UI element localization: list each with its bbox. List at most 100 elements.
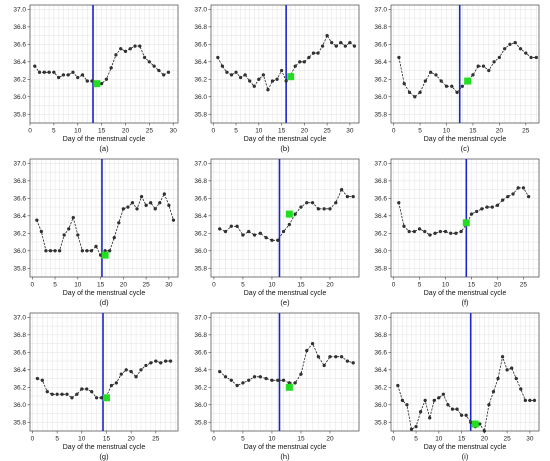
data-point xyxy=(397,201,401,205)
data-point xyxy=(310,341,315,346)
data-point xyxy=(322,363,326,368)
data-point xyxy=(243,73,247,77)
data-point xyxy=(90,390,94,394)
y-tick-label: 36.4 xyxy=(13,213,26,220)
chart-panel: 35.8 36.0 36.2 36.4 36.6 36.8 37.0 0 5 10 15 20 25 Da… xyxy=(374,4,540,153)
y-tick-label: 36.0 xyxy=(194,402,207,409)
data-point xyxy=(159,361,163,365)
data-point xyxy=(114,381,118,385)
data-point xyxy=(80,73,85,77)
data-point xyxy=(248,79,252,83)
data-point xyxy=(121,207,126,211)
x-tick-label: 5 xyxy=(52,128,56,135)
x-tick-label: 0 xyxy=(212,282,216,289)
data-point xyxy=(40,378,44,382)
data-point xyxy=(351,361,355,365)
x-tick-label: 20 xyxy=(120,282,128,289)
data-point xyxy=(434,73,438,77)
data-point xyxy=(524,51,528,55)
data-point xyxy=(400,398,405,403)
y-tick-label: 37.0 xyxy=(374,7,387,14)
panel-caption: (f) xyxy=(461,298,469,307)
data-point xyxy=(276,378,280,382)
x-axis-label: Day of the menstrual cycle xyxy=(63,444,146,451)
data-point xyxy=(119,47,123,51)
data-point xyxy=(50,392,54,396)
data-point xyxy=(330,40,334,45)
data-point xyxy=(396,383,400,388)
y-tick-label: 36.0 xyxy=(374,94,387,101)
data-point xyxy=(162,192,166,196)
data-point xyxy=(339,187,344,192)
x-tick-label: 0 xyxy=(392,128,396,135)
data-point xyxy=(76,75,80,80)
x-tick-label: 15 xyxy=(278,128,286,135)
data-point xyxy=(252,84,256,88)
data-point xyxy=(339,355,344,359)
data-point xyxy=(45,390,49,394)
data-point xyxy=(67,227,71,231)
data-point xyxy=(158,201,162,205)
y-tick-label: 36.6 xyxy=(194,350,207,357)
data-point xyxy=(417,227,422,231)
x-tick-label: 10 xyxy=(443,128,451,135)
y-tick-label: 36.0 xyxy=(13,248,26,255)
data-point xyxy=(247,378,251,382)
y-tick-label: 36.8 xyxy=(374,178,387,185)
data-point xyxy=(455,90,459,95)
data-point xyxy=(279,68,284,73)
data-point xyxy=(487,68,491,73)
y-tick-label: 36.6 xyxy=(374,196,387,203)
y-tick-label: 36.6 xyxy=(13,42,26,49)
data-point xyxy=(454,231,458,235)
data-point xyxy=(352,44,357,48)
x-axis-label: Day of the menstrual cycle xyxy=(424,136,507,143)
x-axis-label: Day of the menstrual cycle xyxy=(63,136,146,143)
data-point xyxy=(409,427,414,431)
x-tick-label: 0 xyxy=(28,128,32,135)
y-tick-label: 36.6 xyxy=(194,196,207,203)
data-point xyxy=(258,231,262,235)
data-point xyxy=(514,376,518,381)
data-point xyxy=(164,359,168,363)
y-tick-label: 37.0 xyxy=(194,7,207,14)
data-point xyxy=(135,207,139,211)
data-point xyxy=(162,73,166,77)
data-point xyxy=(491,390,496,394)
data-point xyxy=(52,70,56,74)
data-point xyxy=(134,375,138,379)
data-point xyxy=(71,215,75,220)
data-point xyxy=(119,372,123,376)
data-point xyxy=(128,47,132,51)
data-point xyxy=(441,392,446,396)
x-tick-label: 5 xyxy=(241,436,245,443)
data-point xyxy=(322,207,326,211)
data-point xyxy=(229,73,234,77)
data-point xyxy=(438,229,442,234)
y-tick-label: 36.4 xyxy=(374,59,387,66)
x-tick-label: 25 xyxy=(152,436,160,443)
data-point xyxy=(216,55,220,60)
y-tick-label: 35.8 xyxy=(13,111,26,118)
x-tick-label: 0 xyxy=(31,436,35,443)
y-tick-label: 36.8 xyxy=(374,24,387,31)
panel-caption: (h) xyxy=(280,452,290,461)
data-point xyxy=(139,194,144,199)
chart-panel: 35.8 36.0 36.2 36.4 36.6 36.8 37.0 0 5 10 15 20Day … xyxy=(194,158,360,307)
data-point xyxy=(126,205,130,209)
data-point xyxy=(485,205,489,209)
x-tick-label: 25 xyxy=(146,128,154,135)
data-point xyxy=(492,60,496,64)
x-tick-label: 10 xyxy=(74,128,82,135)
data-point xyxy=(225,70,229,74)
data-point xyxy=(223,375,228,379)
x-tick-label: 10 xyxy=(268,282,276,289)
data-point xyxy=(325,33,329,38)
y-tick-label: 37.0 xyxy=(13,315,26,322)
data-point xyxy=(138,44,142,48)
x-axis-label: Day of the menstrual cycle xyxy=(244,136,327,143)
data-point xyxy=(281,378,286,382)
data-point xyxy=(270,378,274,382)
data-point xyxy=(56,75,61,80)
data-point xyxy=(35,218,39,222)
